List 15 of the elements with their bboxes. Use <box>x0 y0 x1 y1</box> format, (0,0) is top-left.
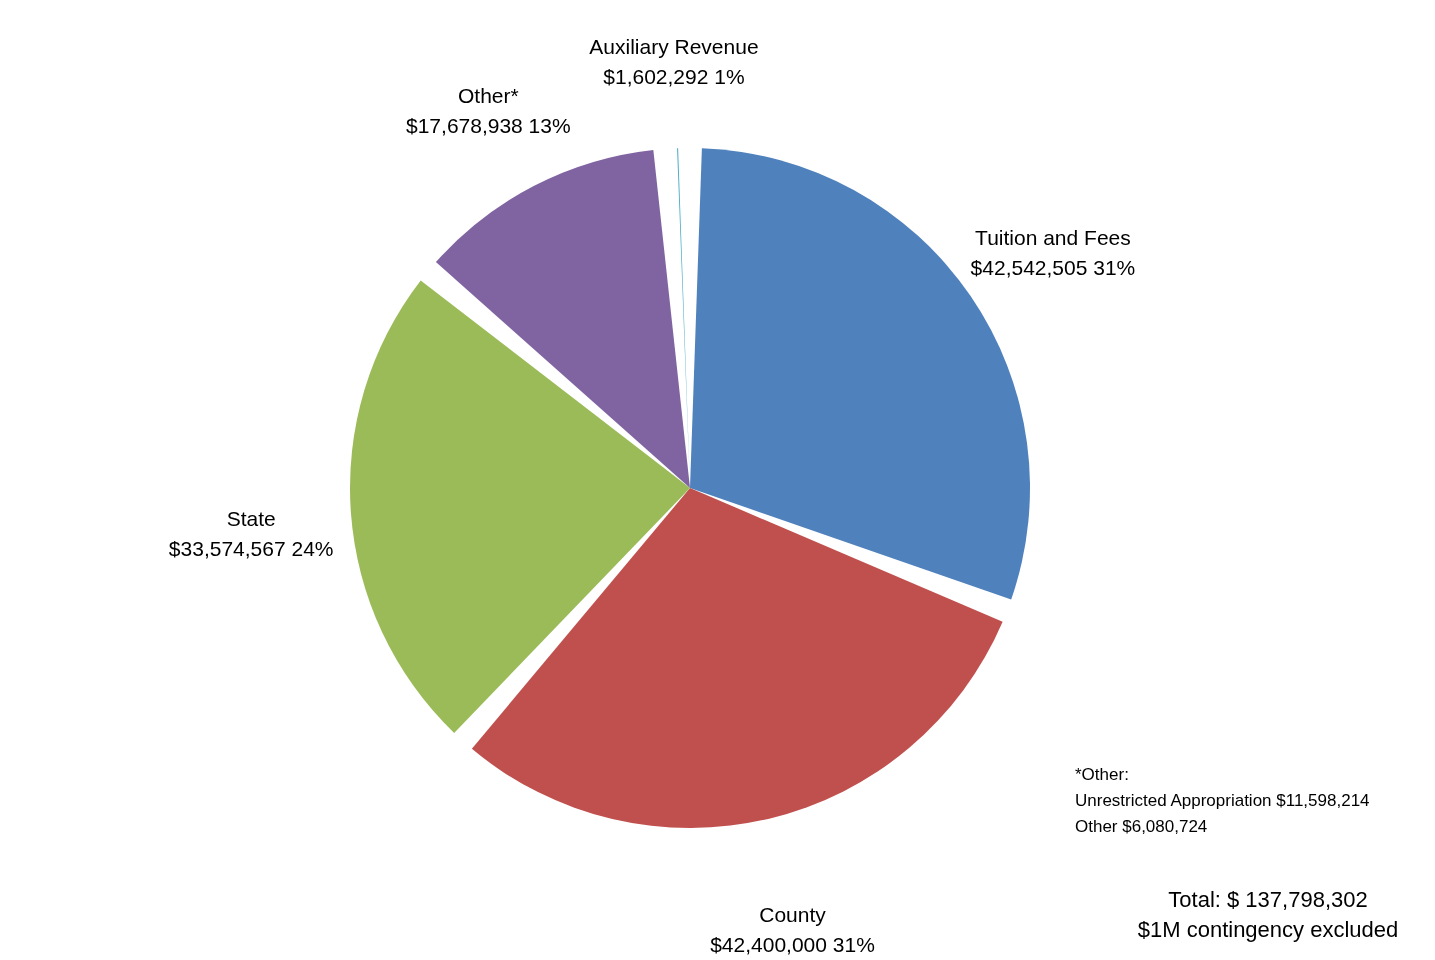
text: Total: $ 137,798,302 <box>1168 887 1368 912</box>
data-label: $42,542,505 31% <box>970 256 1136 280</box>
slice-label: State <box>226 507 276 531</box>
data-label: $42,400,000 31% <box>710 932 875 956</box>
text: *Other: <box>1075 765 1129 784</box>
data-label: $1,602,292 1% <box>603 65 745 89</box>
slice-label: Tuition and Fees <box>975 226 1131 250</box>
text: Unrestricted Appropriation $11,598,214 <box>1075 791 1370 810</box>
slice-label: County <box>759 902 827 926</box>
text: Other $6,080,724 <box>1075 817 1208 836</box>
slice-label: Other* <box>457 83 519 107</box>
text: $1M contingency excluded <box>1137 917 1399 942</box>
data-label: $33,574,567 24% <box>168 537 334 561</box>
data-label: $17,678,938 13% <box>406 113 571 137</box>
slice-label: Auxiliary Revenue <box>589 35 759 59</box>
